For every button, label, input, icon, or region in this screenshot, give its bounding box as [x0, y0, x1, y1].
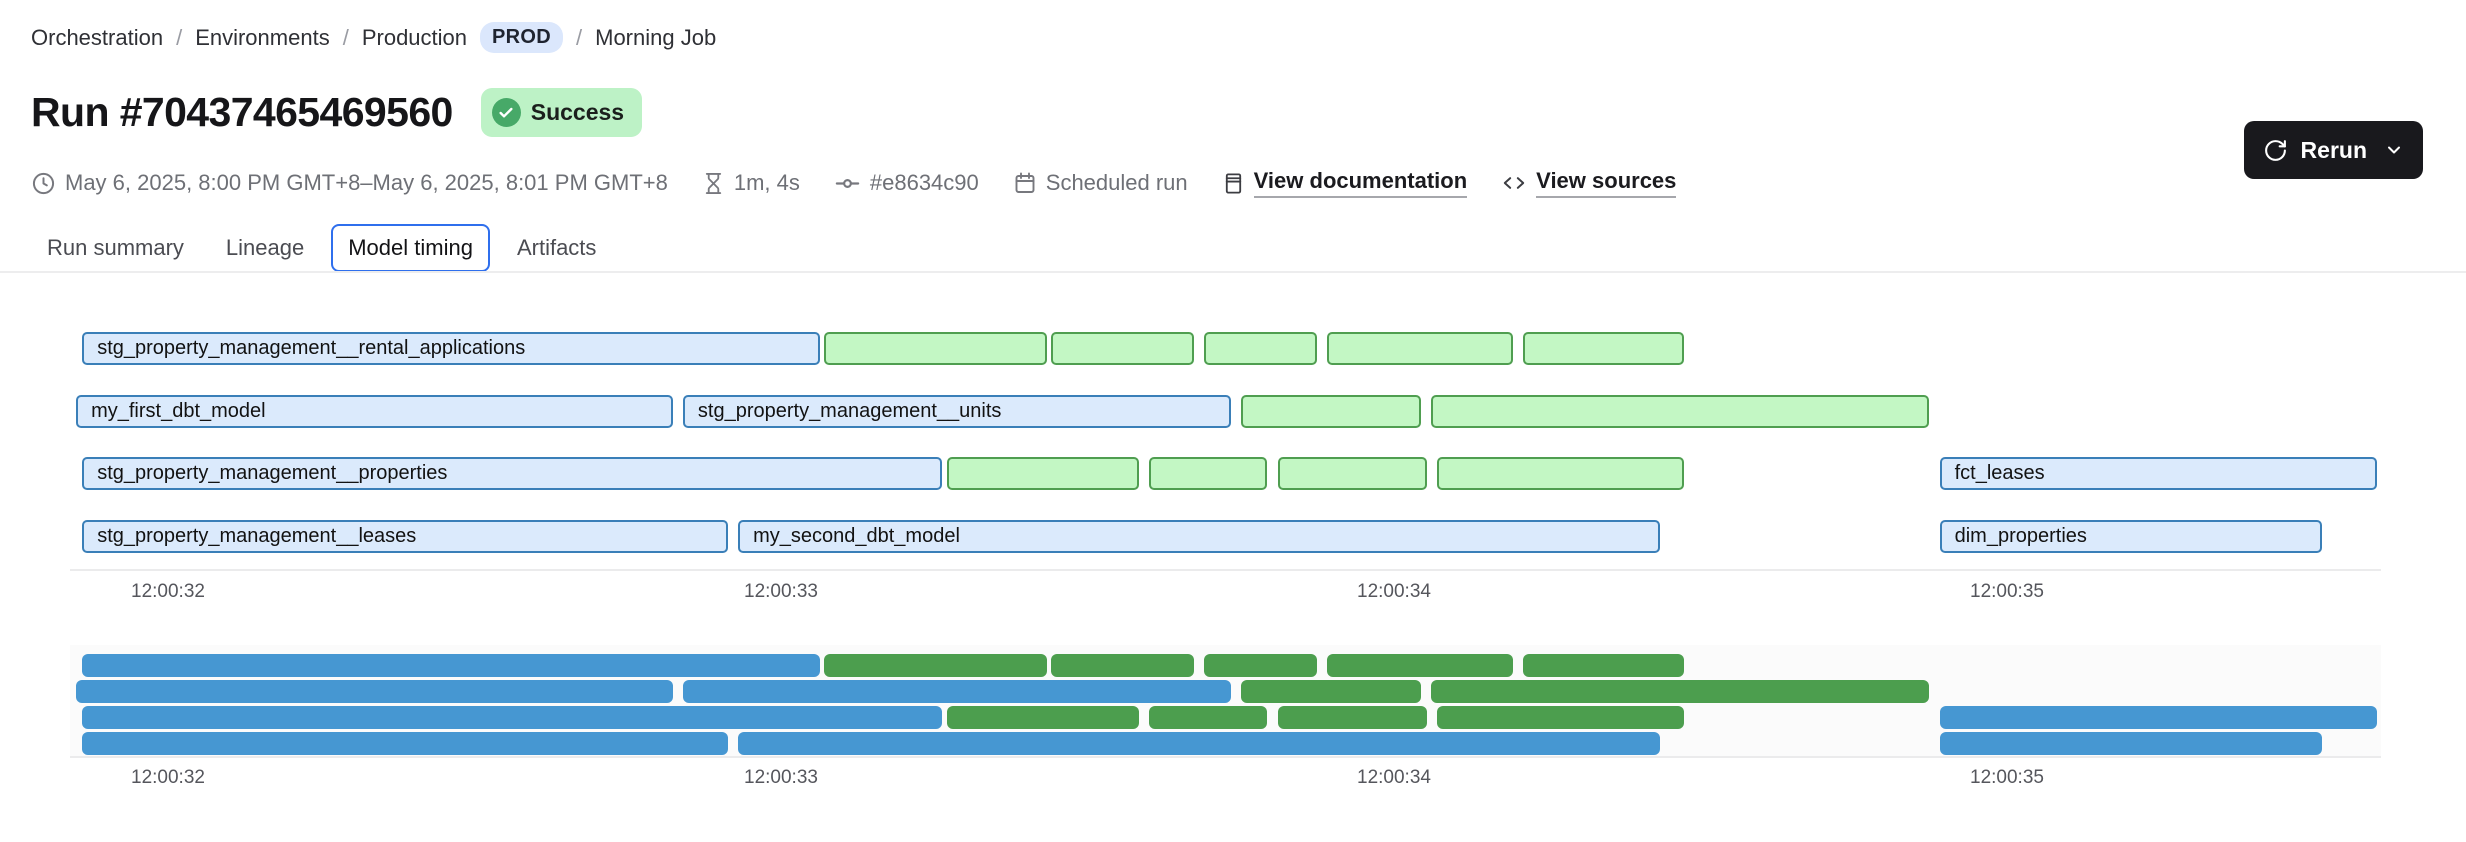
tab-run-summary[interactable]: Run summary — [47, 235, 184, 260]
minimap-bar[interactable] — [823, 654, 1047, 677]
gantt-bar[interactable] — [1050, 332, 1194, 365]
bar-label: dim_properties — [1954, 524, 2087, 547]
commit-hash: #e8634c90 — [834, 170, 979, 197]
gantt-bar-my_second_dbt_model[interactable]: my_second_dbt_model — [738, 519, 1660, 553]
minimap-bar[interactable] — [1148, 706, 1268, 729]
gantt-bar[interactable] — [823, 332, 1047, 365]
rerun-button[interactable]: Rerun — [2243, 121, 2423, 179]
gantt-bar-stg_property_management__units[interactable]: stg_property_management__units — [682, 394, 1231, 428]
gantt-bar[interactable] — [1240, 394, 1421, 428]
axis-tick-label: 12:00:33 — [744, 581, 818, 602]
minimap-bar-stg_property_management__rental_applications[interactable] — [82, 654, 820, 677]
refresh-icon — [2263, 138, 2288, 163]
clock-icon — [31, 171, 56, 196]
minimap-bar-stg_property_management__properties[interactable] — [82, 706, 943, 729]
minimap-bar[interactable] — [946, 706, 1139, 729]
breadcrumb-item-production[interactable]: Production — [361, 24, 468, 50]
gantt-bar[interactable] — [946, 457, 1139, 490]
axis-tick-label: 12:00:34 — [1357, 767, 1431, 788]
gantt-bar[interactable] — [1204, 332, 1317, 365]
minimap-bar[interactable] — [1326, 654, 1513, 677]
gantt-bar[interactable] — [1436, 457, 1685, 490]
bar-label: stg_property_management__rental_applicat… — [97, 337, 526, 359]
gantt-bar[interactable] — [1326, 332, 1513, 365]
breadcrumb-separator: / — [576, 24, 583, 50]
gantt-bar-stg_property_management__properties[interactable]: stg_property_management__properties — [82, 457, 943, 490]
gantt-bar-stg_property_management__leases[interactable]: stg_property_management__leases — [82, 519, 728, 553]
gantt-bar-fct_leases[interactable]: fct_leases — [1939, 457, 2377, 490]
environment-badge: PROD — [480, 22, 563, 53]
bar-label: my_first_dbt_model — [91, 399, 266, 422]
view-sources-link[interactable]: View sources — [1501, 168, 1677, 198]
bar-label: my_second_dbt_model — [753, 524, 960, 547]
gantt-bar[interactable] — [1522, 332, 1685, 365]
minimap-axis-line — [70, 756, 2381, 758]
minimap-bar-my_second_dbt_model[interactable] — [738, 732, 1660, 755]
axis-tick-label: 12:00:32 — [131, 581, 205, 602]
minimap-bar-stg_property_management__leases[interactable] — [82, 732, 728, 755]
gantt-bar[interactable] — [1430, 394, 1930, 428]
run-time-range: May 6, 2025, 8:00 PM GMT+8–May 6, 2025, … — [31, 170, 668, 196]
gantt-axis-line — [70, 569, 2381, 571]
chevron-down-icon — [2384, 140, 2404, 160]
title-row: Run #70437465469560 Success — [31, 88, 643, 137]
gantt-bar-my_first_dbt_model[interactable]: my_first_dbt_model — [76, 394, 673, 428]
gantt-bar-dim_properties[interactable]: dim_properties — [1939, 519, 2322, 553]
breadcrumb: Orchestration / Environments / Productio… — [31, 22, 716, 53]
bar-label: stg_property_management__units — [697, 399, 1002, 422]
calendar-icon — [1013, 171, 1037, 195]
minimap-bar-fct_leases[interactable] — [1939, 706, 2377, 729]
minimap-bar[interactable] — [1277, 706, 1427, 729]
axis-tick-label: 12:00:34 — [1357, 581, 1431, 602]
document-icon — [1222, 172, 1245, 195]
page-title: Run #70437465469560 — [31, 89, 453, 135]
bar-label: stg_property_management__properties — [97, 462, 448, 484]
tab-artifacts[interactable]: Artifacts — [516, 235, 597, 260]
tab-bar: Run summary Lineage Model timing Artifac… — [47, 224, 597, 272]
minimap-axis-ticks: 12:00:32 12:00:33 12:00:34 12:00:35 — [0, 767, 2466, 793]
breadcrumb-separator: / — [342, 24, 349, 50]
breadcrumb-item-orchestration[interactable]: Orchestration — [31, 24, 164, 50]
breadcrumb-item-morning-job[interactable]: Morning Job — [595, 24, 717, 50]
git-commit-icon — [834, 170, 861, 197]
status-badge: Success — [480, 88, 643, 137]
breadcrumb-item-environments[interactable]: Environments — [195, 24, 330, 50]
minimap-bar[interactable] — [1522, 654, 1685, 677]
minimap-bar[interactable] — [1050, 654, 1194, 677]
rerun-label: Rerun — [2300, 136, 2367, 163]
gantt-chart: stg_property_management__rental_applicat… — [0, 332, 2466, 554]
bar-label: stg_property_management__leases — [97, 524, 417, 547]
gantt-axis-ticks: 12:00:32 12:00:33 12:00:34 12:00:35 — [0, 581, 2466, 607]
axis-tick-label: 12:00:35 — [1970, 581, 2044, 602]
minimap-bar[interactable] — [1436, 706, 1685, 729]
success-check-icon — [491, 98, 521, 127]
breadcrumb-separator: / — [176, 24, 183, 50]
axis-tick-label: 12:00:32 — [131, 767, 205, 788]
bar-label: fct_leases — [1954, 462, 2045, 484]
gantt-bar[interactable] — [1277, 457, 1427, 490]
status-label: Success — [530, 99, 625, 125]
minimap-bar[interactable] — [1204, 654, 1317, 677]
axis-tick-label: 12:00:33 — [744, 767, 818, 788]
tab-lineage[interactable]: Lineage — [225, 235, 305, 260]
minimap-bar-my_first_dbt_model[interactable] — [76, 680, 673, 703]
run-duration: 1m, 4s — [702, 170, 800, 196]
minimap-bar-dim_properties[interactable] — [1939, 732, 2322, 755]
run-meta-row: May 6, 2025, 8:00 PM GMT+8–May 6, 2025, … — [31, 168, 1677, 198]
axis-tick-label: 12:00:35 — [1970, 767, 2044, 788]
code-icon — [1501, 170, 1527, 196]
minimap-chart[interactable] — [0, 654, 2466, 758]
hourglass-icon — [702, 172, 725, 195]
minimap-bar[interactable] — [1240, 680, 1421, 703]
gantt-bar[interactable] — [1148, 457, 1268, 490]
minimap-bar[interactable] — [1430, 680, 1930, 703]
tab-model-timing[interactable]: Model timing — [331, 224, 490, 272]
minimap-bar-stg_property_management__units[interactable] — [682, 680, 1231, 703]
tab-bar-divider — [0, 271, 2466, 273]
gantt-bar-stg_property_management__rental_applications[interactable]: stg_property_management__rental_applicat… — [82, 332, 820, 365]
run-trigger: Scheduled run — [1013, 170, 1188, 196]
view-documentation-link[interactable]: View documentation — [1222, 168, 1468, 198]
